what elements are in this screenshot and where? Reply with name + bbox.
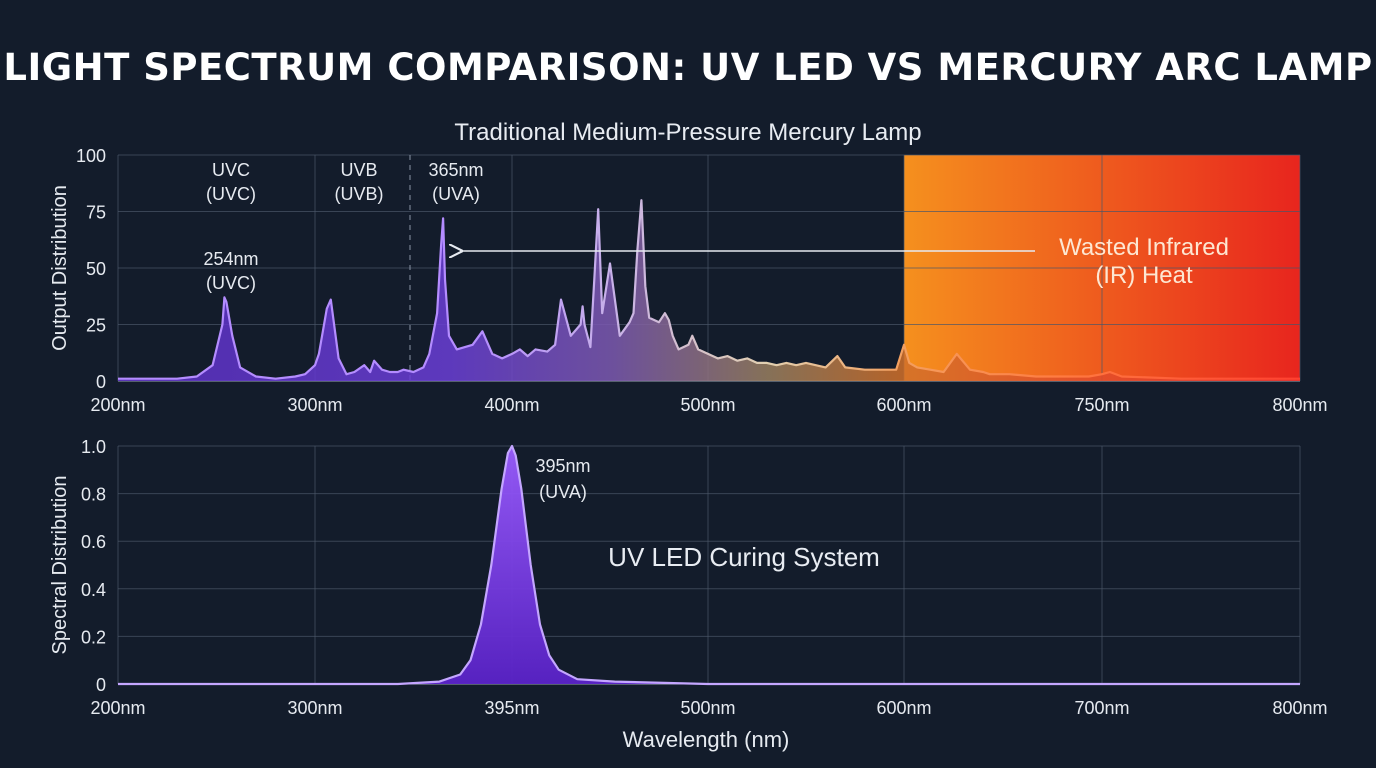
x-tick-label: 600nm: [876, 395, 931, 415]
x-tick-label: 200nm: [90, 698, 145, 718]
top-y-axis-label: Output Distribution: [49, 185, 71, 351]
y-tick-label: 50: [86, 259, 106, 279]
bottom-chart: 0 0.2 0.4 0.6 0.8 1.0 200nm 300nm 395nm 500nm 600n…: [49, 437, 1328, 752]
peak-395-sublabel: (UVA): [539, 482, 587, 502]
uvc-region-label: UVC: [212, 160, 250, 180]
top-chart: Traditional Medium-Pressure Mercury Lamp…: [49, 119, 1328, 415]
top-chart-title: Traditional Medium-Pressure Mercury Lamp: [454, 119, 921, 146]
peak-254-label: 254nm: [203, 249, 258, 269]
y-tick-label: 0.8: [81, 485, 106, 505]
x-axis-title: Wavelength (nm): [623, 727, 790, 752]
x-tick-label: 300nm: [287, 698, 342, 718]
y-tick-label: 1.0: [81, 437, 106, 457]
x-tick-label: 400nm: [484, 395, 539, 415]
peak-254-sublabel: (UVC): [206, 273, 256, 293]
peak-395-label: 395nm: [535, 456, 590, 476]
y-tick-label: 100: [76, 146, 106, 166]
page-title: LIGHT SPECTRUM COMPARISON: UV LED VS MER…: [3, 46, 1373, 89]
y-tick-label: 0.4: [81, 580, 106, 600]
x-tick-label: 500nm: [680, 698, 735, 718]
uva-365-label: 365nm: [428, 160, 483, 180]
x-tick-label: 600nm: [876, 698, 931, 718]
x-tick-label: 700nm: [1074, 698, 1129, 718]
ir-heat-sublabel: (IR) Heat: [1095, 262, 1193, 289]
uvb-region-sublabel: (UVB): [335, 184, 384, 204]
led-spectrum-line: [118, 444, 1300, 686]
y-tick-label: 0.6: [81, 532, 106, 552]
mercury-spectrum-area: [118, 200, 1300, 381]
y-tick-label: 0: [96, 372, 106, 392]
x-tick-label: 800nm: [1272, 395, 1327, 415]
uvc-region-sublabel: (UVC): [206, 184, 256, 204]
bottom-chart-title: UV LED Curing System: [608, 542, 880, 572]
y-tick-label: 0: [96, 675, 106, 695]
x-tick-label: 300nm: [287, 395, 342, 415]
x-tick-label: 395nm: [484, 698, 539, 718]
bottom-y-axis-label: Spectral Distribution: [49, 476, 71, 655]
y-tick-label: 0.2: [81, 627, 106, 647]
y-tick-label: 75: [86, 203, 106, 223]
uvb-region-label: UVB: [340, 160, 377, 180]
mercury-spectrum-line: [118, 199, 1300, 380]
y-tick-label: 25: [86, 316, 106, 336]
x-tick-label: 750nm: [1074, 395, 1129, 415]
x-tick-label: 800nm: [1272, 698, 1327, 718]
ir-heat-label: Wasted Infrared: [1059, 234, 1229, 261]
x-tick-label: 200nm: [90, 395, 145, 415]
uva-365-sublabel: (UVA): [432, 184, 480, 204]
x-tick-label: 500nm: [680, 395, 735, 415]
